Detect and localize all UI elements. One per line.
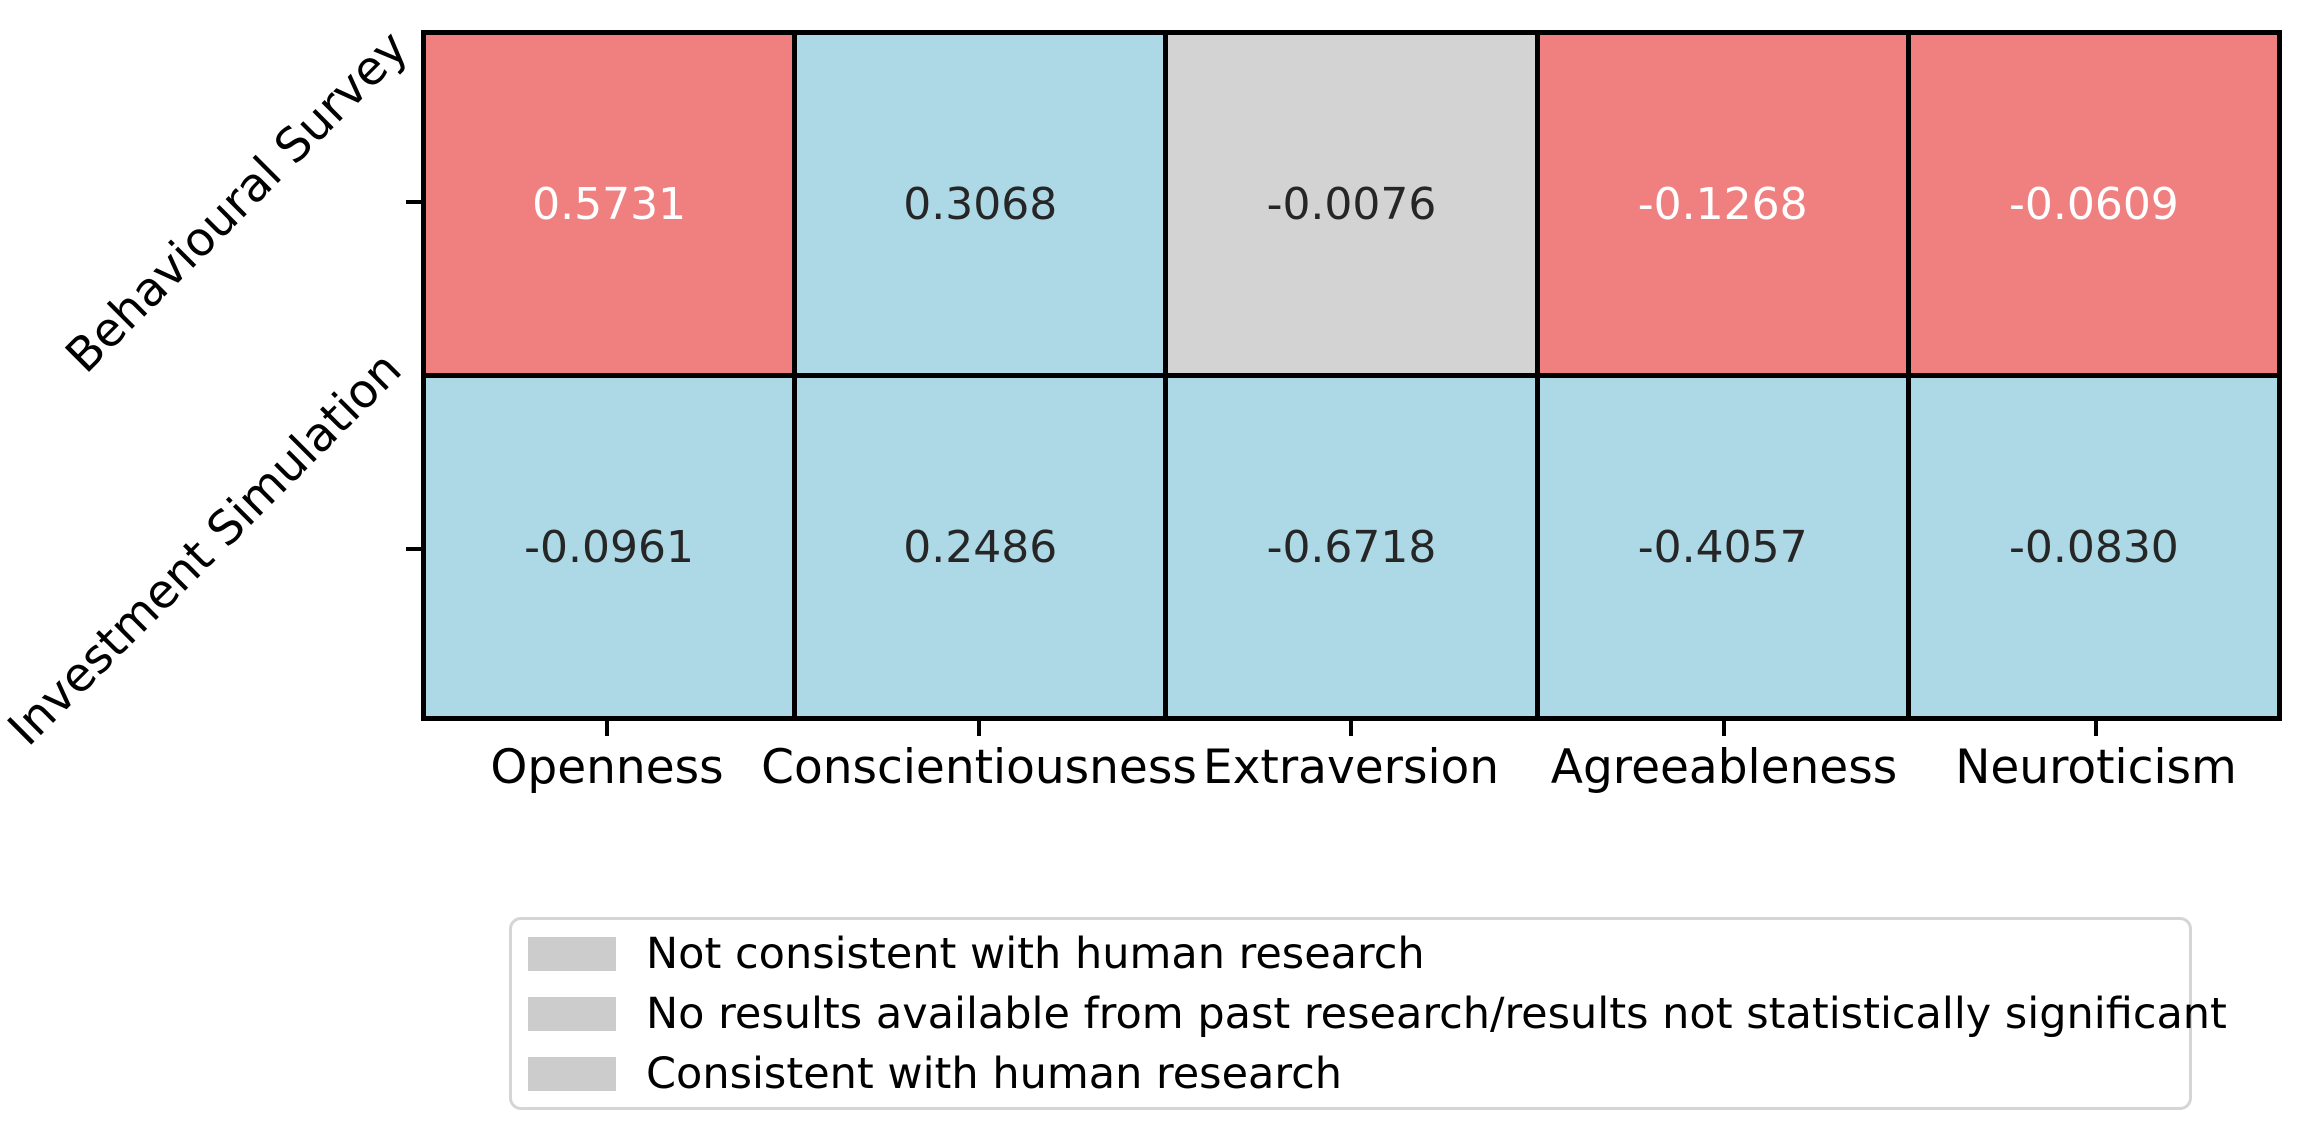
legend-swatch-no-results [528, 996, 616, 1031]
x-axis-label-extraversion: Extraversion [1202, 740, 1500, 795]
y-axis-label-behavioural-survey: Behavioural Survey [55, 20, 419, 384]
heatmap-cell: 0.2486 [797, 378, 1164, 716]
x-axis-label-agreeableness: Agreeableness [1550, 740, 1898, 795]
heatmap-cell: 0.3068 [797, 35, 1164, 373]
x-tick [977, 721, 981, 736]
heatmap-cell: -0.0076 [1168, 35, 1535, 373]
x-axis-label-openness: Openness [490, 740, 724, 795]
heatmap-cell: -0.6718 [1168, 378, 1535, 716]
heatmap-cell: -0.0961 [426, 378, 793, 716]
legend-label: Not consistent with human research [646, 928, 1425, 979]
legend-swatch-not-consistent [528, 936, 616, 971]
heatmap-cell: -0.0830 [1910, 378, 2277, 716]
y-axis-label-investment-simulation: Investment Simulation [0, 341, 413, 757]
heatmap-cell: -0.0609 [1910, 35, 2277, 373]
x-tick [605, 721, 609, 736]
heatmap-cell: 0.5731 [426, 35, 793, 373]
x-tick [1722, 721, 1726, 736]
legend-row: Consistent with human research [528, 1044, 2189, 1104]
x-axis-label-conscientiousness: Conscientiousness [761, 740, 1197, 795]
y-tick [406, 200, 421, 204]
legend-row: Not consistent with human research [528, 924, 2189, 984]
heatmap-cell: -0.4057 [1539, 378, 1906, 716]
legend-label: Consistent with human research [646, 1048, 1343, 1099]
y-tick [406, 547, 421, 551]
x-axis-label-neuroticism: Neuroticism [1955, 740, 2237, 795]
heatmap-cell: -0.1268 [1539, 35, 1906, 373]
legend-row: No results available from past research/… [528, 984, 2227, 1044]
x-tick [1349, 721, 1353, 736]
legend-swatch-consistent [528, 1056, 616, 1091]
legend-label: No results available from past research/… [646, 988, 2227, 1039]
legend: Not consistent with human research No re… [509, 917, 2227, 1110]
x-tick [2094, 721, 2098, 736]
heatmap-grid: 0.5731 0.3068 -0.0076 -0.1268 -0.0609 -0… [421, 30, 2282, 721]
